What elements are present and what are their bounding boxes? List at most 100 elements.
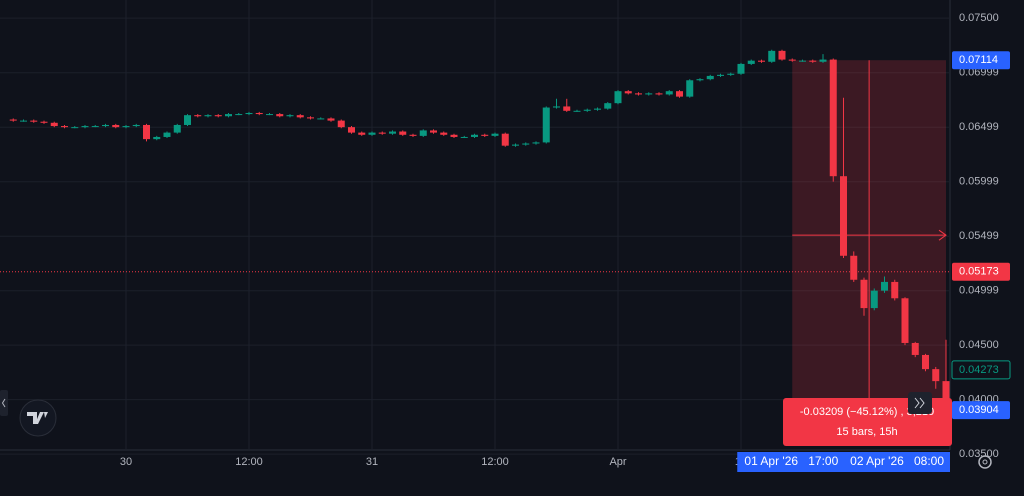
candle-body (40, 121, 48, 123)
candle-body (553, 106, 560, 108)
x-tick-label: 12:00 (481, 456, 509, 468)
x-tick-label: 31 (366, 456, 378, 468)
time-range-label: 02 Apr '26 (850, 454, 904, 468)
candle-body (327, 118, 335, 121)
candle-body (194, 115, 202, 117)
candle-body (891, 281, 899, 299)
candle-body (71, 127, 79, 129)
candle-body (501, 133, 509, 146)
price-label: 0.05173 (959, 266, 999, 278)
candle-body (563, 106, 571, 111)
price-label: 0.07114 (959, 54, 998, 66)
candle-body (20, 120, 27, 122)
time-range-label: 01 Apr '26 (744, 454, 798, 468)
candle-body (686, 80, 694, 97)
candle-body (317, 118, 325, 120)
price-label-box (952, 51, 1010, 70)
scroll-icon (914, 397, 925, 409)
candle-body (184, 115, 191, 125)
candle-body (91, 126, 99, 128)
y-tick-label: 0.03500 (959, 448, 999, 460)
candle-body (635, 93, 642, 95)
time-range-label: 08:00 (914, 454, 944, 468)
candle-body (399, 131, 407, 135)
candle-body (286, 115, 294, 117)
candle-body (532, 142, 540, 144)
candle-body (419, 130, 427, 136)
candle-body (368, 132, 376, 135)
logo-mark (27, 412, 48, 424)
x-tick-label: Apr (609, 456, 626, 468)
candle-body (337, 120, 345, 128)
candle-body (214, 115, 222, 117)
measure-arrow (938, 229, 947, 241)
y-tick-label: 0.05999 (959, 176, 999, 188)
candle-body (153, 136, 161, 140)
candle-body (255, 112, 263, 115)
overlay: -0.03209 (−45.12%) , 3,210 15 bars, 15h (783, 60, 952, 446)
candle-body (881, 281, 888, 291)
candle-body (911, 342, 919, 355)
candle-body (471, 134, 478, 137)
candle-body (245, 112, 253, 115)
candle-body (450, 134, 458, 137)
candle-body (819, 59, 827, 62)
candle-body (696, 79, 704, 81)
candle-body (932, 369, 940, 382)
candle-body (9, 119, 17, 121)
candle-body (430, 130, 437, 133)
candle-body (225, 114, 232, 117)
price-label: 0.03904 (959, 404, 999, 416)
y-tick-label: 0.04500 (959, 339, 999, 351)
candle-body (758, 60, 765, 62)
price-label-box (952, 262, 1010, 281)
candle-body (491, 133, 499, 136)
candle-body (276, 114, 284, 117)
y-tick-label: 0.04999 (959, 285, 999, 297)
y-tick-label: 0.07500 (959, 12, 999, 24)
candle-body (409, 134, 417, 136)
price-label-box (952, 401, 1010, 420)
candle-body (922, 354, 929, 370)
candle-body (645, 93, 653, 95)
side-tab[interactable] (0, 390, 8, 416)
candle-body (860, 279, 868, 309)
candle-body (809, 60, 817, 62)
candle-body (583, 109, 591, 111)
x-tick-label: 12:00 (235, 456, 263, 468)
candle-body (296, 115, 304, 118)
scroll-button[interactable] (908, 392, 932, 414)
candle-body (942, 381, 950, 411)
candle-body (901, 298, 909, 343)
candle-body (788, 59, 796, 61)
measure-change: -0.03209 (−45.12%) , 3,210 (800, 406, 934, 418)
candle-body (81, 126, 89, 128)
candle-body (358, 132, 366, 135)
candle-body (665, 91, 673, 95)
candle-body (614, 91, 622, 104)
candle-body (829, 59, 837, 177)
candle-body (594, 108, 601, 110)
y-tick-label: 0.06999 (959, 67, 999, 79)
candle-body (850, 255, 858, 280)
candle-body (624, 91, 632, 94)
x-tick-label: 30 (120, 456, 132, 468)
time-range-label: 17:00 (808, 454, 838, 468)
candle-body (266, 114, 273, 116)
candle-body (676, 91, 683, 97)
candle-body (307, 117, 314, 119)
candle-body (768, 50, 776, 62)
candle-body (50, 122, 58, 127)
candle-body (604, 103, 612, 109)
candle-body (163, 132, 171, 137)
settings-button[interactable] (978, 455, 992, 469)
candle-body (655, 93, 663, 95)
candle-body (122, 126, 130, 128)
price-label: 0.04273 (959, 364, 999, 376)
time-range-box (737, 452, 950, 472)
candle-body (235, 114, 243, 116)
candle-body (706, 75, 714, 80)
side-tab-icon (1, 398, 6, 408)
